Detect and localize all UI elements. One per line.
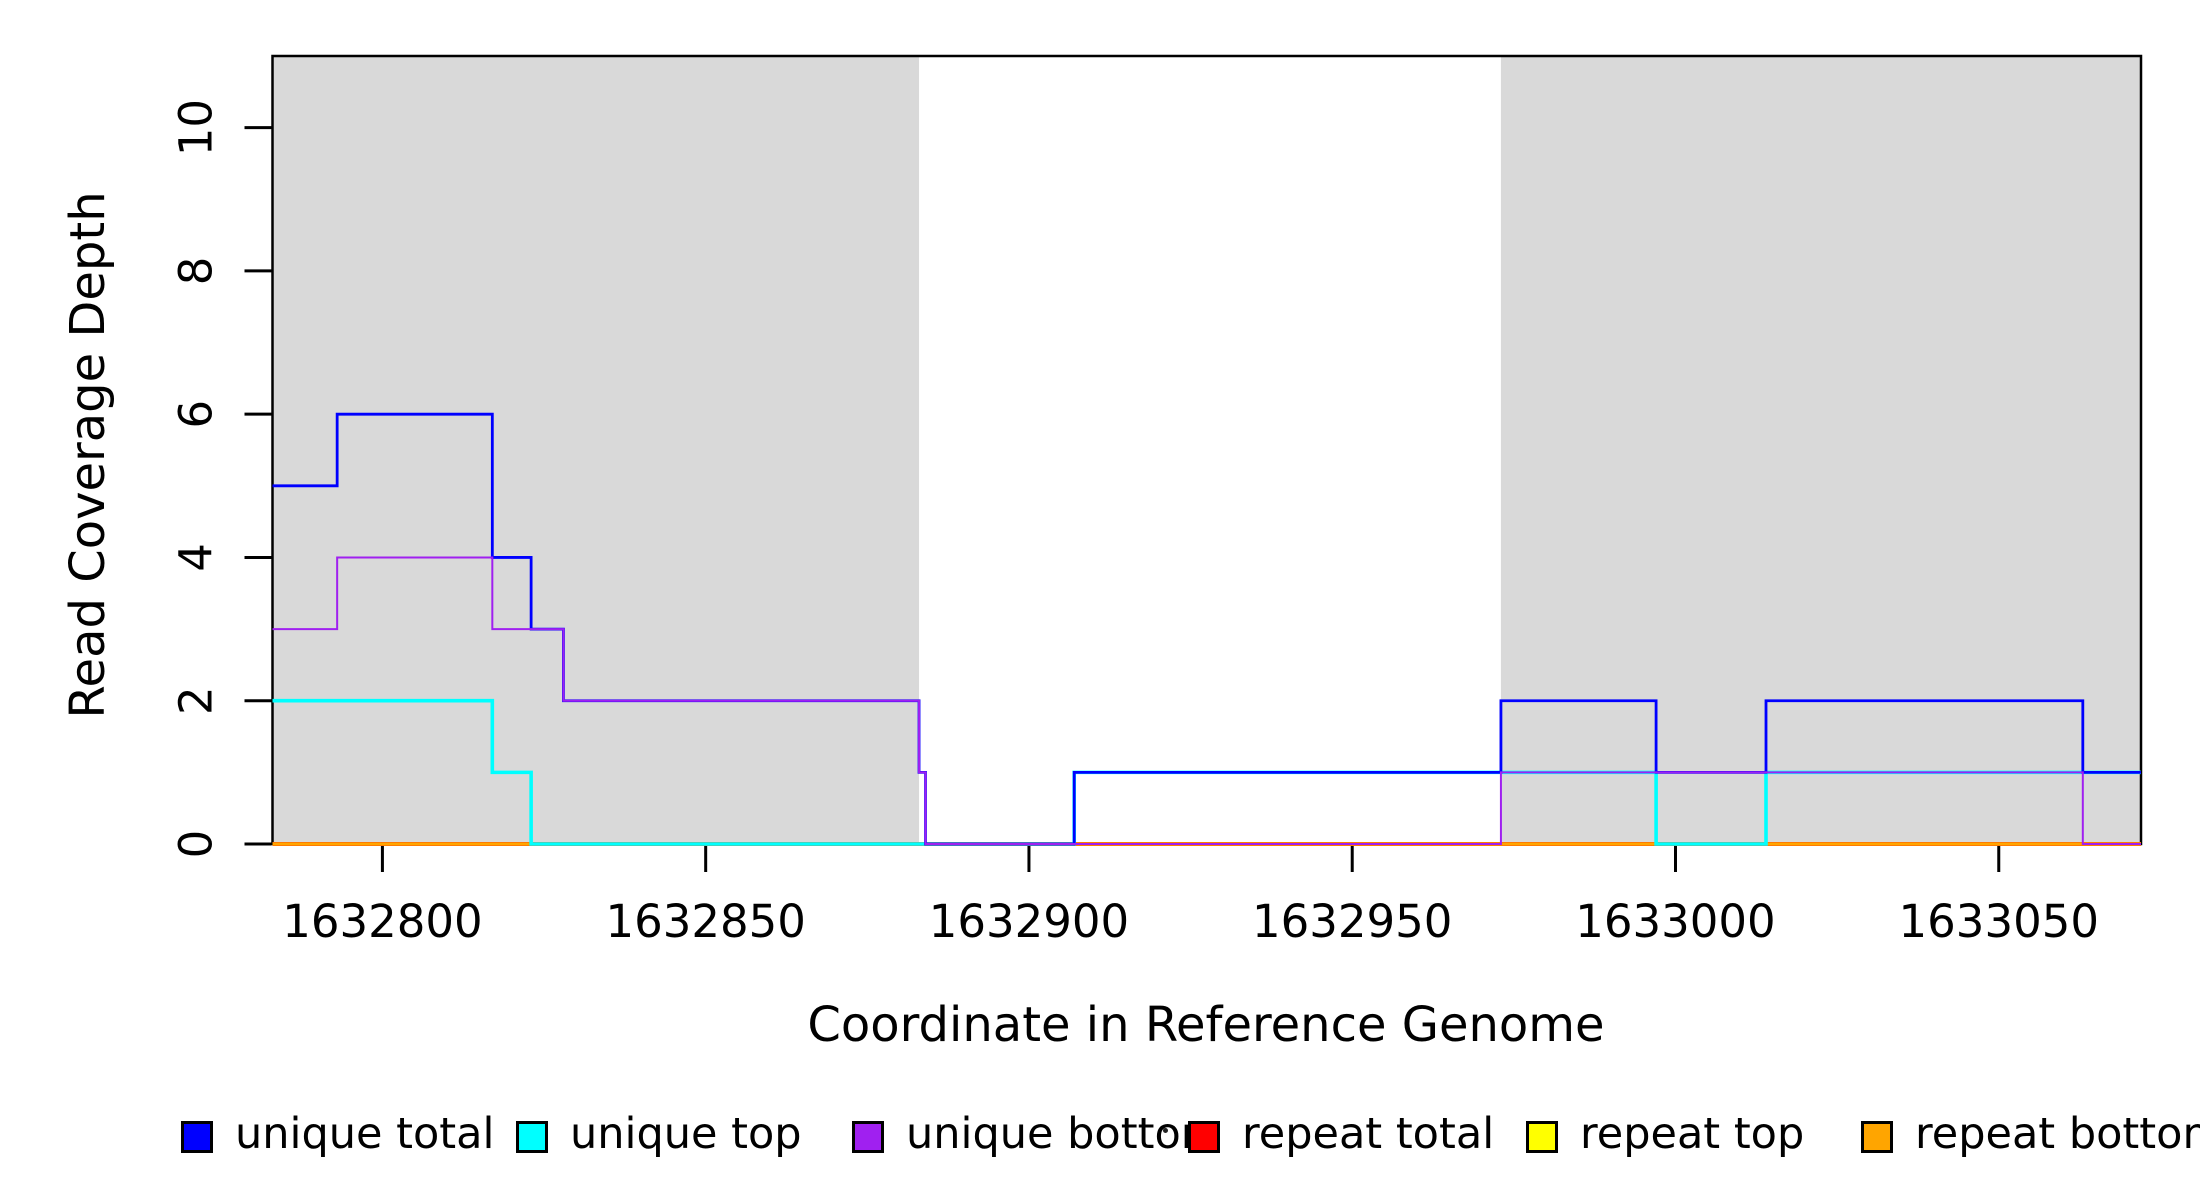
legend-swatch-repeat-top — [1526, 1121, 1558, 1153]
y-tick-label: 2 — [170, 686, 223, 715]
legend: unique total unique top unique bottom repea… — [0, 1100, 2200, 1170]
y-tick-label: 6 — [170, 400, 223, 429]
legend-label-unique-total: unique total — [235, 1109, 495, 1159]
legend-label-unique-bottom: unique bottom — [906, 1109, 1223, 1159]
x-tick-label: 1632800 — [282, 895, 482, 948]
y-tick-label: 0 — [170, 830, 223, 859]
y-axis-label: Read Coverage Depth — [60, 191, 116, 719]
x-tick-label: 1633000 — [1575, 895, 1775, 948]
legend-swatch-unique-bottom — [852, 1121, 884, 1153]
legend-label-repeat-bottom: repeat bottom — [1915, 1109, 2200, 1159]
shaded-region-1 — [1500, 56, 2141, 844]
legend-label-repeat-top: repeat top — [1580, 1109, 1805, 1159]
legend-swatch-repeat-total — [1188, 1121, 1220, 1153]
x-tick-label: 1632950 — [1252, 895, 1452, 948]
y-tick-label: 8 — [170, 257, 223, 286]
legend-swatch-unique-top — [516, 1121, 548, 1153]
x-axis-label: Coordinate in Reference Genome — [807, 997, 1605, 1053]
x-tick-label: 1632900 — [929, 895, 1129, 948]
legend-swatch-unique-total — [181, 1121, 213, 1153]
legend-swatch-repeat-bottom — [1861, 1121, 1893, 1153]
legend-label-repeat-total: repeat total — [1242, 1109, 1495, 1159]
x-tick-label: 1632850 — [605, 895, 805, 948]
y-tick-label: 4 — [170, 543, 223, 572]
legend-label-unique-top: unique top — [570, 1109, 802, 1159]
x-tick-label: 1633050 — [1899, 895, 2099, 948]
y-tick-label: 10 — [170, 99, 223, 156]
series-line-unique-bottom — [272, 556, 2141, 845]
stray-dot — [1163, 1128, 1168, 1133]
shaded-region-0 — [272, 56, 920, 844]
